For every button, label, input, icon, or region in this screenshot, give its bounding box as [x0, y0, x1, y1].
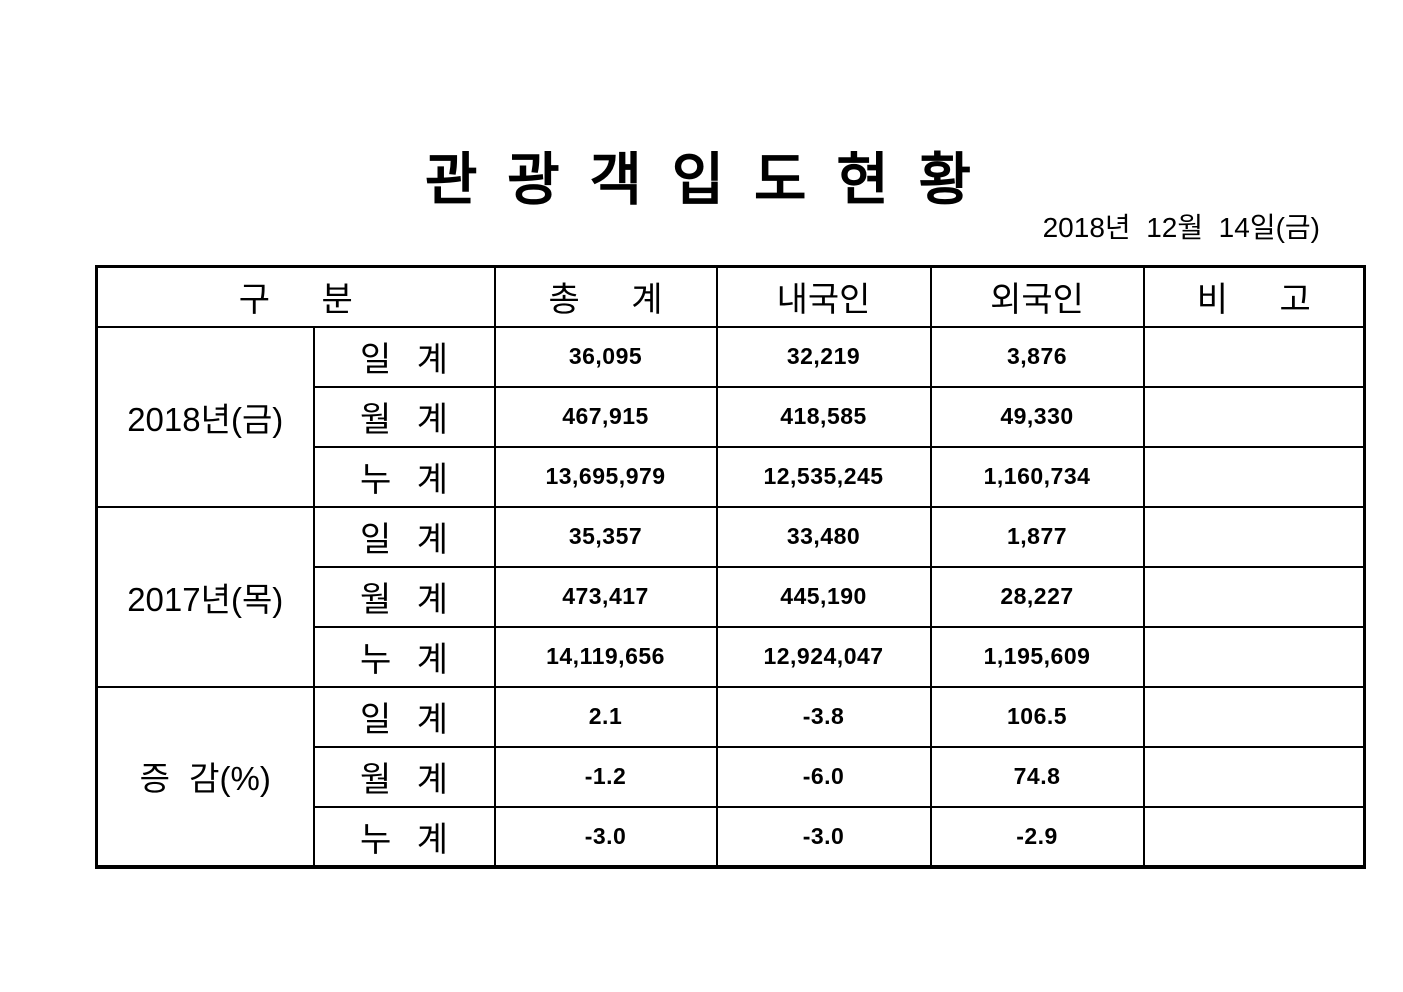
col-header-foreign: 외국인 — [929, 265, 1145, 328]
cell-total: 36,095 — [493, 325, 718, 388]
cell-foreign: 1,160,734 — [929, 445, 1145, 508]
cell-total: 2.1 — [493, 685, 718, 748]
cell-total: 467,915 — [493, 385, 718, 448]
cell-remarks — [1142, 685, 1366, 748]
group-label-change-pct: 증 감(%) — [95, 685, 315, 868]
col-header-total: 총 계 — [493, 265, 718, 328]
col-header-category: 구 분 — [95, 265, 496, 328]
cell-domestic: 445,190 — [715, 565, 932, 628]
tourist-arrivals-table: 구 분 총 계 내국인 외국인 비 고 2018년(금) 일 계 36,095 … — [95, 265, 1367, 869]
table-row: 누 계 14,119,656 12,924,047 1,195,609 — [97, 625, 1366, 688]
table-row: 월 계 -1.2 -6.0 74.8 — [97, 745, 1366, 808]
row-label-monthly: 월 계 — [312, 745, 496, 808]
cell-foreign: 106.5 — [929, 685, 1145, 748]
cell-domestic: -6.0 — [715, 745, 932, 808]
cell-domestic: 12,535,245 — [715, 445, 932, 508]
cell-foreign: 1,877 — [929, 505, 1145, 568]
cell-remarks — [1142, 625, 1366, 688]
cell-remarks — [1142, 325, 1366, 388]
table-row: 월 계 467,915 418,585 49,330 — [97, 385, 1366, 448]
cell-domestic: 418,585 — [715, 385, 932, 448]
cell-foreign: 74.8 — [929, 745, 1145, 808]
cell-foreign: 49,330 — [929, 385, 1145, 448]
cell-remarks — [1142, 805, 1366, 868]
cell-total: 14,119,656 — [493, 625, 718, 688]
cell-foreign: 1,195,609 — [929, 625, 1145, 688]
cell-foreign: -2.9 — [929, 805, 1145, 868]
cell-remarks — [1142, 505, 1366, 568]
cell-remarks — [1142, 385, 1366, 448]
cell-foreign: 3,876 — [929, 325, 1145, 388]
table-row: 누 계 -3.0 -3.0 -2.9 — [97, 805, 1366, 868]
row-label-monthly: 월 계 — [312, 385, 496, 448]
cell-domestic: -3.8 — [715, 685, 932, 748]
cell-foreign: 28,227 — [929, 565, 1145, 628]
page-title: 관 광 객 입 도 현 황 — [424, 148, 979, 213]
row-label-cumulative: 누 계 — [312, 625, 496, 688]
cell-total: -1.2 — [493, 745, 718, 808]
group-label-2017: 2017년(목) — [95, 505, 315, 688]
cell-total: -3.0 — [493, 805, 718, 868]
row-label-daily: 일 계 — [312, 325, 496, 388]
table-row: 2017년(목) 일 계 35,357 33,480 1,877 — [95, 505, 1366, 688]
cell-domestic: 32,219 — [715, 325, 932, 388]
cell-total: 473,417 — [493, 565, 718, 628]
row-label-daily: 일 계 — [312, 685, 496, 748]
cell-domestic: 12,924,047 — [715, 625, 932, 688]
row-label-cumulative: 누 계 — [312, 445, 496, 508]
cell-domestic: 33,480 — [715, 505, 932, 568]
row-label-daily: 일 계 — [312, 505, 496, 568]
cell-domestic: -3.0 — [715, 805, 932, 868]
cell-remarks — [1142, 745, 1366, 808]
table-row: 월 계 473,417 445,190 28,227 — [97, 565, 1366, 628]
cell-remarks — [1142, 565, 1366, 628]
report-date: 2018년 12월 14일(금) — [1042, 212, 1320, 243]
row-label-monthly: 월 계 — [312, 565, 496, 628]
cell-remarks — [1142, 445, 1366, 508]
table-row: 증 감(%) 일 계 2.1 -3.8 106.5 — [95, 685, 1366, 868]
col-header-remarks: 비 고 — [1142, 265, 1366, 328]
cell-total: 13,695,979 — [493, 445, 718, 508]
table-header-row: 구 분 총 계 내국인 외국인 비 고 — [95, 265, 1366, 328]
cell-total: 35,357 — [493, 505, 718, 568]
col-header-domestic: 내국인 — [715, 265, 932, 328]
table-row: 누 계 13,695,979 12,535,245 1,160,734 — [97, 445, 1366, 508]
table-row: 2018년(금) 일 계 36,095 32,219 3,876 — [95, 325, 1366, 508]
row-label-cumulative: 누 계 — [312, 805, 496, 868]
group-label-2018: 2018년(금) — [95, 325, 315, 508]
